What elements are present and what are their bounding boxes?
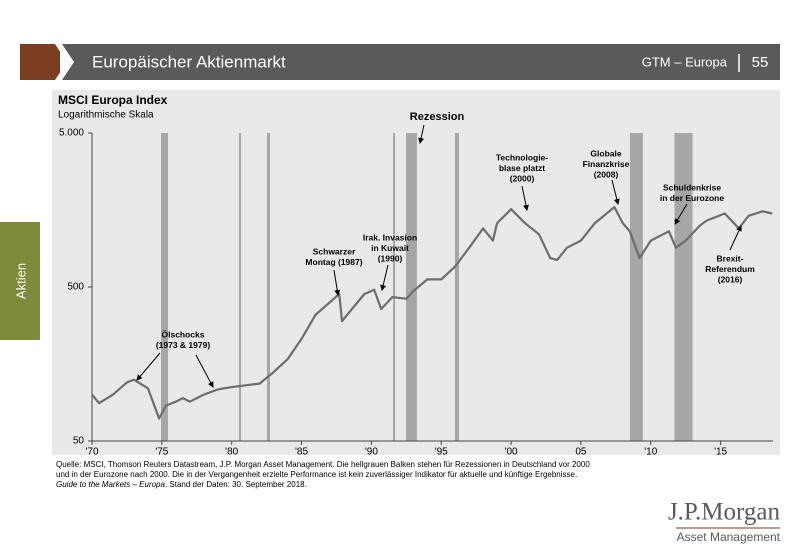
recession-band: [454, 133, 459, 441]
x-tick-label: '90: [365, 447, 378, 458]
annotation: blase platzt: [499, 163, 545, 173]
y-tick-label: 5.000: [59, 128, 84, 139]
x-tick-label: '95: [435, 447, 448, 458]
recession-band: [267, 133, 270, 441]
chart-subtitle: Logarithmische Skala: [58, 110, 154, 121]
chart-title: MSCI Europa Index: [58, 93, 168, 107]
guide-title: Guide to the Markets – Europa: [56, 480, 166, 489]
annotation-arrow: [674, 203, 688, 225]
annotation: Technologie-: [496, 152, 548, 162]
annotation: Finanzkrise: [583, 159, 630, 169]
annotation-arrow: [729, 225, 742, 251]
annotation: in der Eurozone: [660, 193, 725, 203]
side-tab-label: Aktien: [13, 263, 28, 299]
annotation-arrow: [611, 179, 620, 205]
x-tick-label: '70: [85, 447, 98, 458]
annotation: Schwarzer: [313, 246, 356, 256]
header-title: Europäischer Aktienmarkt: [92, 52, 286, 71]
source-line: Guide to the Markets – Europa. Stand der…: [56, 480, 307, 489]
recession-band: [406, 133, 417, 441]
x-tick-label: '75: [155, 447, 168, 458]
header-bar: [55, 44, 780, 80]
header-accent: [20, 44, 60, 80]
annotation: Irak. Invasion: [363, 232, 417, 242]
x-tick-label: '85: [295, 447, 308, 458]
annotation-arrow: [418, 124, 425, 144]
x-tick-label: 05: [575, 447, 587, 458]
annotation-arrow: [136, 352, 161, 381]
date-note: . Stand der Daten: 30. September 2018.: [165, 480, 307, 489]
annotation: Montag (1987): [305, 257, 362, 267]
header-section: GTM – Europa: [642, 54, 728, 69]
annotation: Referendum: [705, 264, 755, 274]
source-line: und in der Eurozone nach 2000. Die in de…: [56, 470, 577, 479]
annotation: in Kuwait: [371, 243, 409, 253]
logo-subtitle: Asset Management: [677, 530, 781, 544]
page-number: 55: [752, 54, 769, 71]
annotation: Globale: [590, 148, 621, 158]
annotation: Ölschocks: [162, 329, 205, 339]
source-line: Quelle: MSCI, Thomson Reuters Datastream…: [56, 460, 590, 469]
side-tab: [0, 222, 40, 340]
y-tick-label: 50: [73, 436, 85, 447]
recession-band: [629, 133, 643, 441]
header-chevron: [55, 44, 74, 80]
recession-band: [674, 133, 693, 441]
annotation: (2016): [718, 274, 743, 284]
recession-band: [393, 133, 396, 441]
annotation: (2000): [510, 173, 535, 183]
recession-band: [161, 133, 168, 441]
recession-band: [238, 133, 242, 441]
annotation: (2008): [594, 169, 619, 179]
annotation-arrow: [521, 185, 529, 211]
index-line: [91, 206, 773, 420]
annotation-arrow: [195, 354, 214, 388]
x-tick-label: '00: [505, 447, 518, 458]
logo: J.P.Morgan: [668, 499, 781, 526]
annotation: Schuldenkrise: [663, 182, 721, 192]
annotation: (1973 & 1979): [156, 340, 211, 350]
annotation-arrow: [333, 269, 341, 296]
annotation-arrow: [380, 264, 389, 291]
recession-label: Rezession: [410, 111, 465, 123]
annotation: Brexit-: [717, 253, 744, 263]
y-tick-label: 500: [67, 282, 84, 293]
x-tick-label: '80: [225, 447, 238, 458]
annotation: (1990): [378, 253, 403, 263]
x-tick-label: '10: [644, 447, 657, 458]
x-tick-label: '15: [714, 447, 727, 458]
